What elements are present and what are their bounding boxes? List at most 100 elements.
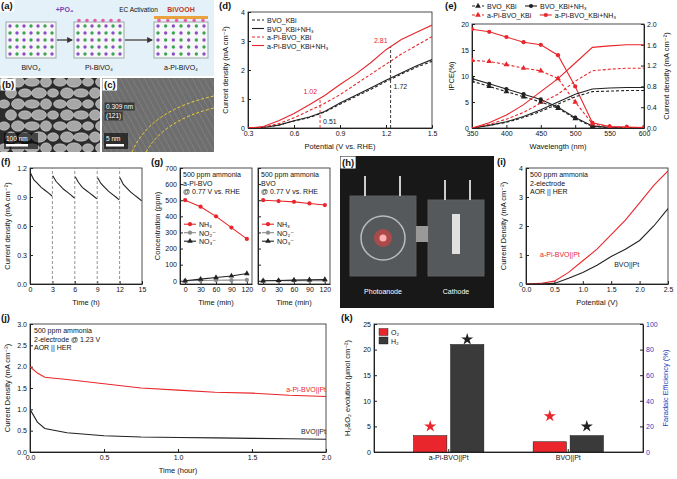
atom: [36, 38, 39, 41]
marker: [607, 124, 613, 128]
value-annotation: 1.72: [394, 83, 408, 90]
atom: [104, 31, 107, 34]
tick: 400: [501, 125, 513, 137]
lattice-fringe: [126, 78, 166, 152]
marker: [521, 40, 525, 44]
bar: [414, 436, 447, 452]
tick: 120: [320, 281, 332, 293]
tick-label: 0.3: [17, 252, 27, 259]
annotation: 500 ppm ammonia: [261, 171, 319, 179]
tick: 1.0: [578, 281, 588, 293]
tick-label: 500: [570, 130, 582, 137]
panel-label: (h): [342, 157, 354, 168]
plot-frame: [180, 168, 252, 284]
grain: [32, 88, 47, 98]
atom: [195, 38, 198, 41]
text-patch: [4, 133, 38, 149]
atom: [43, 52, 46, 55]
legend-label: NH₃: [277, 221, 290, 228]
atom: [118, 52, 121, 55]
tick-label: 2.5: [17, 342, 27, 349]
tick-label: 300: [165, 229, 177, 236]
legend-marker: [544, 13, 548, 17]
tick: 0.4: [641, 104, 657, 111]
tick-mark: [258, 168, 261, 169]
grain: [12, 99, 25, 109]
tick: 0.9: [336, 125, 346, 137]
text-patch: [103, 79, 118, 91]
grain: [12, 121, 25, 131]
grain: [48, 89, 59, 97]
bar: [533, 442, 566, 452]
grain: [67, 143, 82, 152]
tick-label: 25: [363, 321, 371, 328]
tick: 3: [51, 281, 55, 293]
tick-mark: [30, 226, 33, 227]
tick: 40: [640, 398, 654, 405]
legend: NH₃NO₂⁻NO₃⁻: [262, 221, 294, 245]
atom: [90, 38, 93, 41]
panel-label: (e): [445, 0, 457, 11]
tick-mark: [374, 401, 377, 402]
atom: [90, 45, 93, 48]
tick-label: 0.0: [17, 449, 27, 456]
tick-label: 0: [29, 286, 33, 293]
atom: [156, 31, 159, 34]
tick: 500: [570, 125, 582, 137]
tick-mark: [248, 70, 251, 71]
marker: [573, 84, 577, 88]
atom: [43, 38, 46, 41]
tick: 80: [640, 346, 654, 353]
atom: [90, 24, 93, 27]
cell: [350, 196, 416, 276]
tick: 0.0: [17, 281, 33, 288]
chart-panel: (g)03060901200100200300400500600700Time …: [151, 156, 253, 307]
grain: [54, 122, 67, 130]
legend-label: NO₃⁻: [199, 238, 216, 245]
product-label: BiVOOH: [167, 6, 195, 13]
tick-mark: [668, 281, 669, 284]
legend-label: NO₃⁻: [277, 238, 294, 245]
atom: [202, 52, 205, 55]
atom: [43, 31, 46, 34]
series-line: [472, 60, 644, 127]
tick-label: 1.5: [17, 385, 27, 392]
marker: [322, 276, 328, 281]
phosphate: [101, 19, 105, 23]
tick: 0.6: [290, 125, 300, 137]
tick-label: 20: [646, 423, 654, 430]
tick: 3.0: [17, 321, 33, 328]
text-patch: [1, 79, 16, 91]
reference-line: [52, 168, 53, 284]
atom: [50, 31, 53, 34]
tube: [399, 176, 401, 196]
atom: [179, 52, 182, 55]
tick-mark: [180, 265, 183, 266]
tick-mark: [294, 125, 295, 128]
tick: 2.0: [322, 449, 332, 461]
tick-mark: [611, 281, 612, 284]
legend-swatch: [252, 36, 264, 37]
tick-label: 90: [228, 286, 236, 293]
tick-label: 0: [241, 125, 245, 132]
grain: [74, 133, 89, 141]
material-label: BiVO₄: [21, 64, 40, 71]
tick-mark: [180, 232, 183, 233]
annotation: @ 0.77 V vs. RHE: [183, 188, 240, 195]
tick: 30: [197, 281, 205, 293]
material-label: Pi-BiVO₄: [85, 64, 113, 71]
atom: [164, 24, 167, 27]
atom: [187, 24, 190, 27]
annotation: 500 ppm ammonia: [34, 327, 92, 335]
grain: [83, 100, 94, 108]
tick-label: 20: [461, 21, 469, 28]
atom: [29, 24, 32, 27]
membrane-clamp: [416, 226, 428, 242]
tick: [258, 265, 261, 266]
legend-item: a-Pi-BVO_KBi: [472, 12, 532, 20]
legend-item: BVO_KBi+NH₃: [525, 3, 587, 11]
tick-mark: [258, 249, 261, 250]
axis-line: [31, 284, 143, 285]
atom: [22, 45, 25, 48]
text-patch: [105, 112, 123, 121]
